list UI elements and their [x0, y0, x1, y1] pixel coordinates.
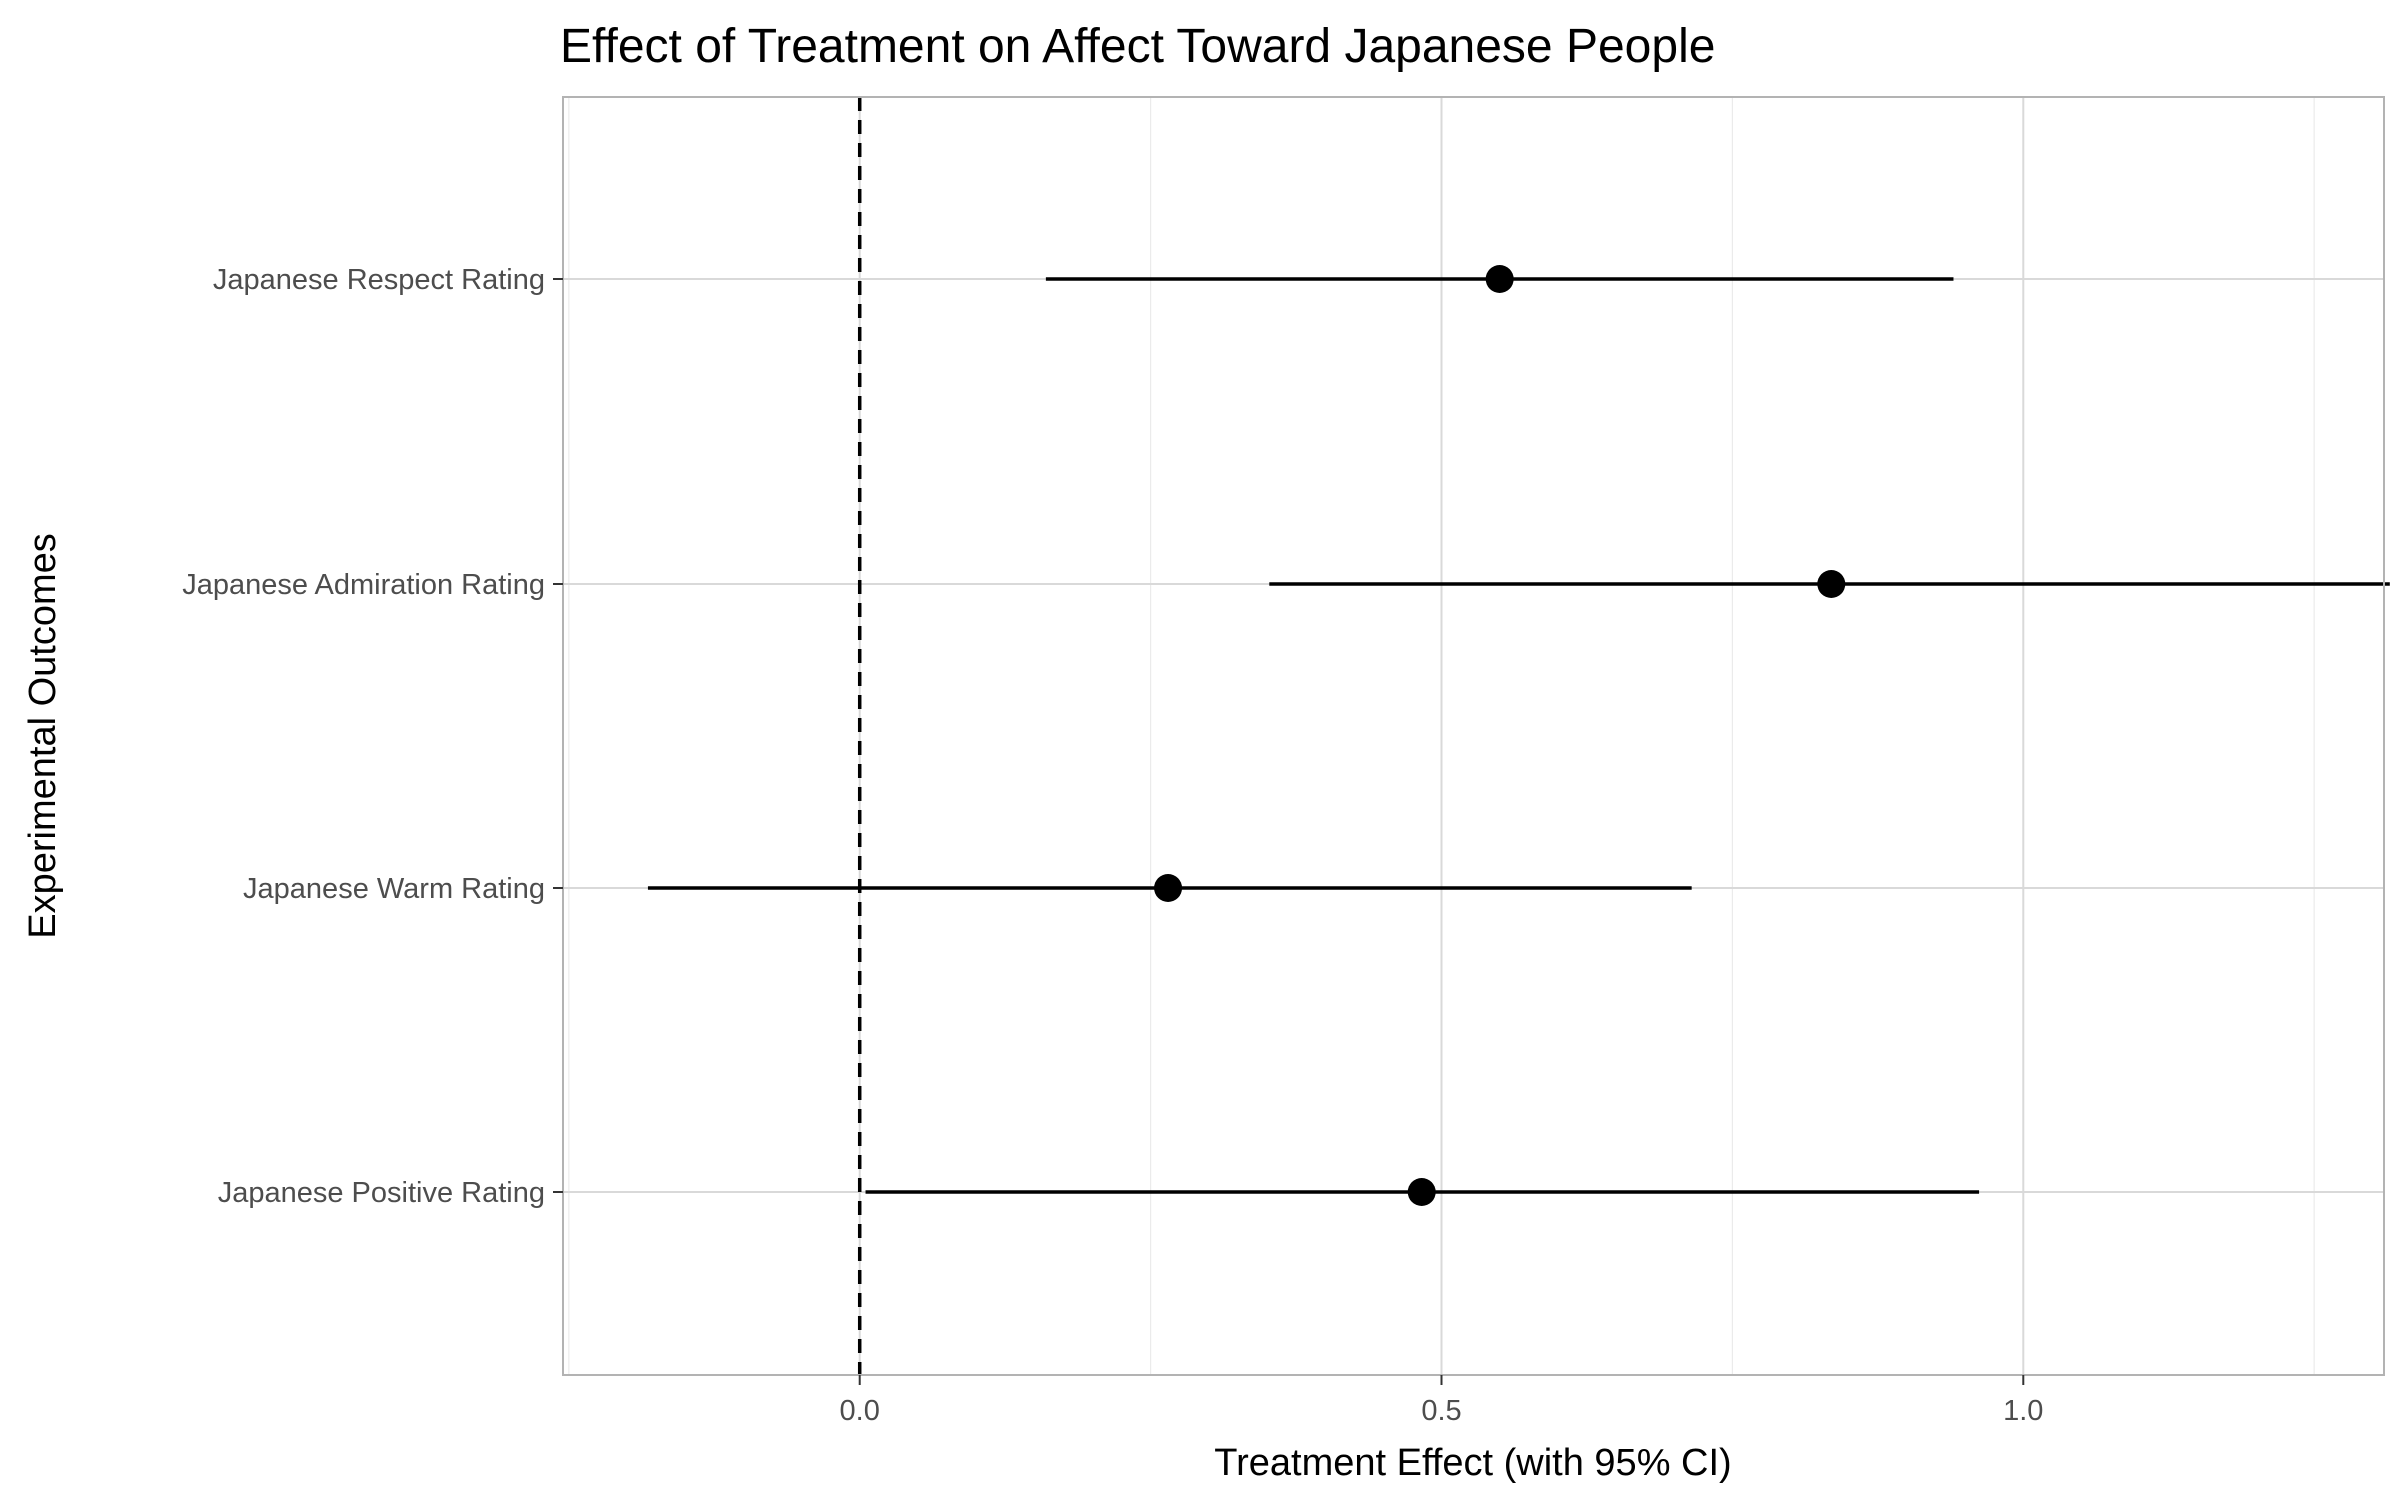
x-tick-label: 0.5 [1421, 1395, 1461, 1427]
panel-border [562, 96, 2385, 1376]
grid-lines [563, 97, 2384, 1375]
marks-layer [647, 265, 2390, 1206]
x-tick-label: 1.0 [2003, 1395, 2043, 1427]
y-tick-label: Japanese Admiration Rating [182, 569, 545, 601]
chart-title: Effect of Treatment on Affect Toward Jap… [560, 20, 1715, 73]
point-estimate-3 [1154, 874, 1183, 902]
y-tick-label: Japanese Warm Rating [243, 873, 545, 905]
x-tick-label: 0.0 [840, 1395, 880, 1427]
y-tick-label: Japanese Respect Rating [213, 264, 545, 296]
point-estimate-4 [1407, 1178, 1436, 1206]
y-axis-title: Experimental Outcomes [22, 533, 64, 939]
point-estimate-1 [1485, 265, 1514, 293]
point-estimate-2 [1817, 570, 1846, 598]
x-axis: 0.0 0.5 1.0 [840, 1375, 2043, 1427]
x-axis-title: Treatment Effect (with 95% CI) [1214, 1442, 1731, 1484]
y-axis: Japanese Respect Rating Japanese Admirati… [182, 264, 563, 1209]
y-tick-label: Japanese Positive Rating [218, 1177, 545, 1209]
